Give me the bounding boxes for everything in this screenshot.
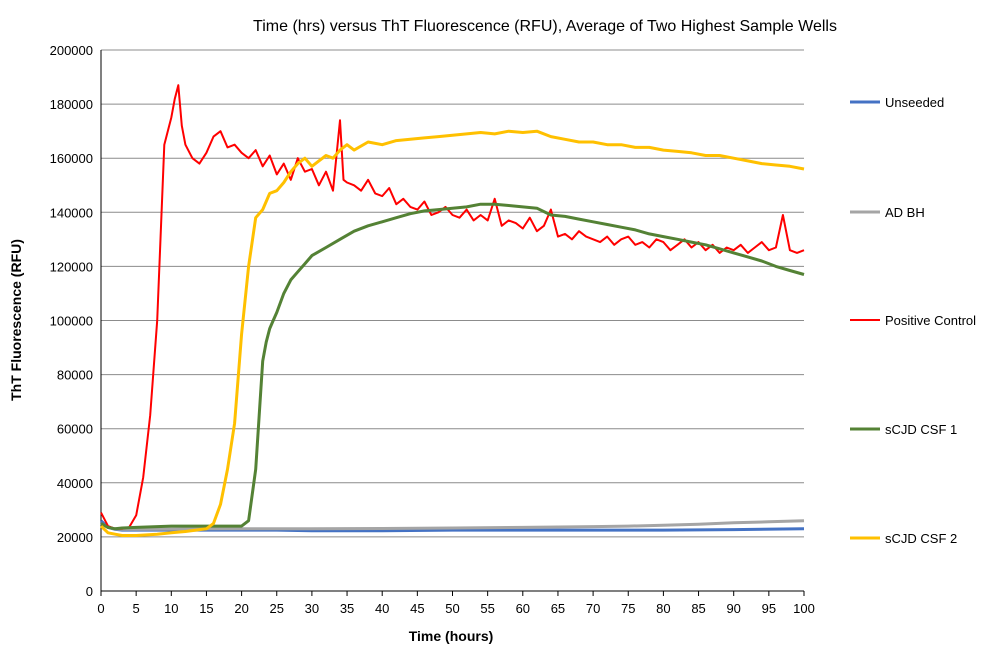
- y-axis-title: ThT Fluorescence (RFU): [8, 239, 24, 401]
- x-tick-label: 55: [480, 601, 494, 616]
- x-tick-label: 35: [340, 601, 354, 616]
- legend-label-ad-bh: AD BH: [885, 205, 925, 220]
- x-tick-label: 65: [551, 601, 565, 616]
- x-tick-label: 25: [270, 601, 284, 616]
- x-tick-label: 85: [691, 601, 705, 616]
- legend-label-scjd-csf-2: sCJD CSF 2: [885, 531, 957, 546]
- y-tick-label: 200000: [50, 43, 93, 58]
- x-tick-label: 50: [445, 601, 459, 616]
- legend-label-scjd-csf-1: sCJD CSF 1: [885, 422, 957, 437]
- series-line-scjd-csf-2: [99, 129, 805, 537]
- gridlines: [101, 49, 804, 538]
- y-tick-label: 100000: [50, 314, 93, 329]
- x-tick-label: 45: [410, 601, 424, 616]
- x-tick-label: 100: [793, 601, 815, 616]
- x-tick-label: 10: [164, 601, 178, 616]
- y-tick-label: 20000: [57, 530, 93, 545]
- x-tick-label: 80: [656, 601, 670, 616]
- x-tick-label: 90: [726, 601, 740, 616]
- legend-label-positive-control: Positive Control: [885, 313, 976, 328]
- x-tick-label: 0: [97, 601, 104, 616]
- x-tick-label: 5: [133, 601, 140, 616]
- x-tick-label: 70: [586, 601, 600, 616]
- y-tick-label: 160000: [50, 151, 93, 166]
- y-tick-label: 120000: [50, 259, 93, 274]
- y-tick-label: 140000: [50, 205, 93, 220]
- y-tick-label: 40000: [57, 476, 93, 491]
- y-tick-label: 0: [86, 584, 93, 599]
- axes: [100, 50, 805, 596]
- legend: Unseeded AD BH Positive Control sCJD CSF 1 s…: [850, 95, 976, 546]
- y-tick-label: 60000: [57, 422, 93, 437]
- series-lines: [99, 84, 805, 537]
- chart-title: Time (hrs) versus ThT Fluorescence (RFU)…: [253, 18, 837, 35]
- y-tick-label: 80000: [57, 368, 93, 383]
- x-axis-title: Time (hours): [409, 628, 494, 644]
- x-tick-label: 95: [762, 601, 776, 616]
- y-tick-labels: 0 20000 40000 60000 80000 100000 120000 140000 1…: [50, 43, 93, 599]
- y-tick-label: 180000: [50, 97, 93, 112]
- x-tick-label: 40: [375, 601, 389, 616]
- x-tick-label: 15: [199, 601, 213, 616]
- x-tick-label: 30: [305, 601, 319, 616]
- x-tick-labels: 0 5 10 15 20 25 30 35 40 45 50 55 60 65 70 75 80 85 90 95 10…: [97, 601, 814, 616]
- x-tick-label: 60: [516, 601, 530, 616]
- legend-label-unseeded: Unseeded: [885, 95, 944, 110]
- x-tick-label: 75: [621, 601, 635, 616]
- x-tick-label: 20: [234, 601, 248, 616]
- series-line-scjd-csf-1: [100, 202, 805, 531]
- series-line-positive-control: [100, 84, 805, 530]
